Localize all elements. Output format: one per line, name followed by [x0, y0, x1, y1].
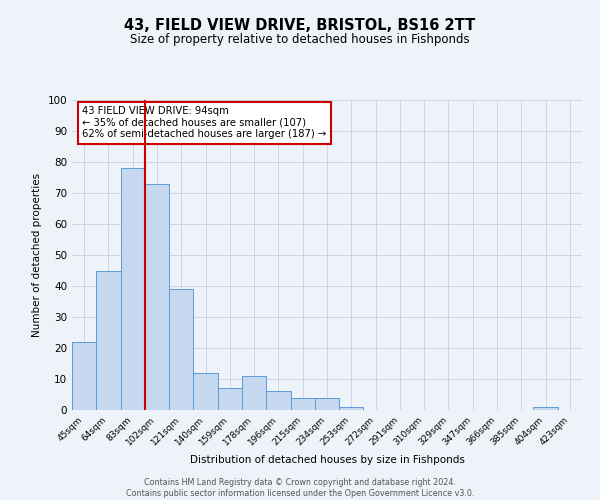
Bar: [290, 398, 315, 410]
Y-axis label: Number of detached properties: Number of detached properties: [32, 173, 42, 337]
Bar: [121, 168, 145, 410]
Bar: [266, 392, 290, 410]
Bar: [339, 407, 364, 410]
Text: Size of property relative to detached houses in Fishponds: Size of property relative to detached ho…: [130, 32, 470, 46]
Bar: [315, 398, 339, 410]
Text: 43, FIELD VIEW DRIVE, BRISTOL, BS16 2TT: 43, FIELD VIEW DRIVE, BRISTOL, BS16 2TT: [124, 18, 476, 32]
Text: 43 FIELD VIEW DRIVE: 94sqm
← 35% of detached houses are smaller (107)
62% of sem: 43 FIELD VIEW DRIVE: 94sqm ← 35% of deta…: [82, 106, 326, 140]
Bar: [218, 388, 242, 410]
Bar: [72, 342, 96, 410]
Bar: [96, 270, 121, 410]
Text: Contains HM Land Registry data © Crown copyright and database right 2024.
Contai: Contains HM Land Registry data © Crown c…: [126, 478, 474, 498]
X-axis label: Distribution of detached houses by size in Fishponds: Distribution of detached houses by size …: [190, 456, 464, 466]
Bar: [533, 407, 558, 410]
Bar: [242, 376, 266, 410]
Bar: [145, 184, 169, 410]
Bar: [193, 373, 218, 410]
Bar: [169, 289, 193, 410]
